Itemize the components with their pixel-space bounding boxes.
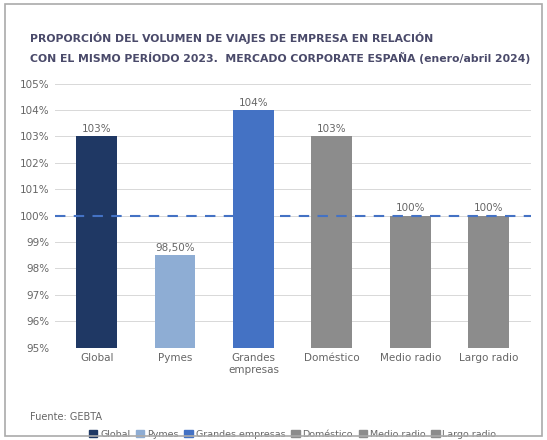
Bar	[390, 216, 430, 440]
Text: 100%: 100%	[474, 203, 503, 213]
Bar	[77, 136, 117, 440]
Text: 103%: 103%	[82, 124, 112, 134]
Legend: Global, Pymes, Grandes empresas, Doméstico, Medio radio, Largo radio: Global, Pymes, Grandes empresas, Domésti…	[85, 426, 501, 440]
Bar	[233, 110, 274, 440]
Text: CON EL MISMO PERÍODO 2023.  MERCADO CORPORATE ESPAÑA (enero/abril 2024): CON EL MISMO PERÍODO 2023. MERCADO CORPO…	[30, 52, 531, 64]
Text: PROPORCIÓN DEL VOLUMEN DE VIAJES DE EMPRESA EN RELACIÓN: PROPORCIÓN DEL VOLUMEN DE VIAJES DE EMPR…	[30, 32, 433, 44]
Bar	[311, 136, 352, 440]
Text: Fuente: GEBTA: Fuente: GEBTA	[30, 412, 102, 422]
Text: 103%: 103%	[317, 124, 347, 134]
Bar	[155, 255, 195, 440]
Bar	[468, 216, 509, 440]
Text: 104%: 104%	[238, 98, 268, 108]
Text: 98,50%: 98,50%	[155, 243, 195, 253]
Text: 100%: 100%	[395, 203, 425, 213]
